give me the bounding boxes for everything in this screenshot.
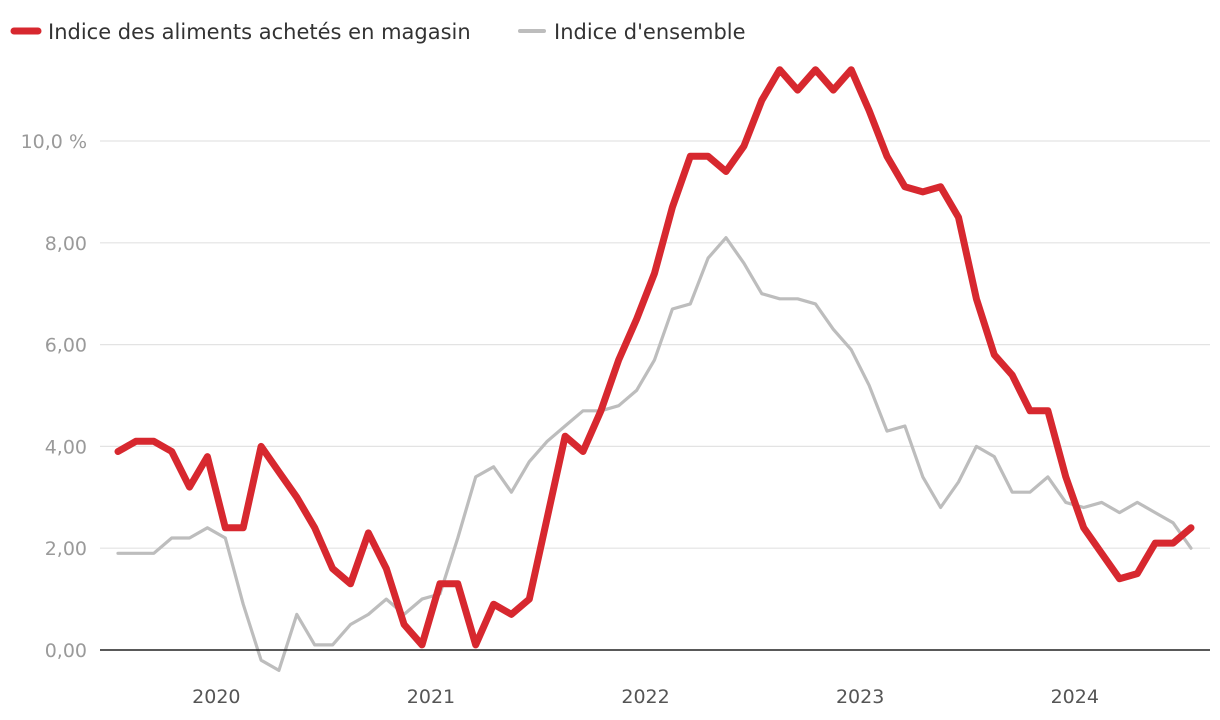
legend: Indice des aliments achetés en magasin I…: [10, 20, 746, 44]
x-tick-label: 2022: [621, 686, 669, 708]
y-tick-label: 6,00: [45, 335, 87, 357]
y-tick-label: 10,0 %: [21, 131, 87, 153]
x-tick-label: 2023: [836, 686, 884, 708]
y-tick-label: 4,00: [45, 436, 87, 458]
y-axis-ticks: 0,00 2,00 4,00 6,00 8,00 10,0 %: [21, 131, 87, 662]
legend-item-overall: Indice d'ensemble: [518, 20, 746, 44]
x-tick-label: 2020: [192, 686, 240, 708]
x-tick-label: 2021: [407, 686, 455, 708]
x-tick-label: 2024: [1051, 686, 1099, 708]
legend-label-food: Indice des aliments achetés en magasin: [48, 20, 471, 44]
series-layer: [100, 66, 1210, 673]
legend-item-food: Indice des aliments achetés en magasin: [10, 20, 471, 44]
series-line-overall: [116, 236, 1193, 673]
series-line-food: [114, 66, 1195, 649]
y-tick-label: 2,00: [45, 538, 87, 560]
legend-label-overall: Indice d'ensemble: [554, 20, 746, 44]
y-tick-label: 8,00: [45, 233, 87, 255]
gridlines: [100, 140, 1210, 549]
y-tick-label: 0,00: [45, 640, 87, 662]
x-axis-ticks: 2020 2021 2022 2023 2024: [192, 686, 1099, 708]
